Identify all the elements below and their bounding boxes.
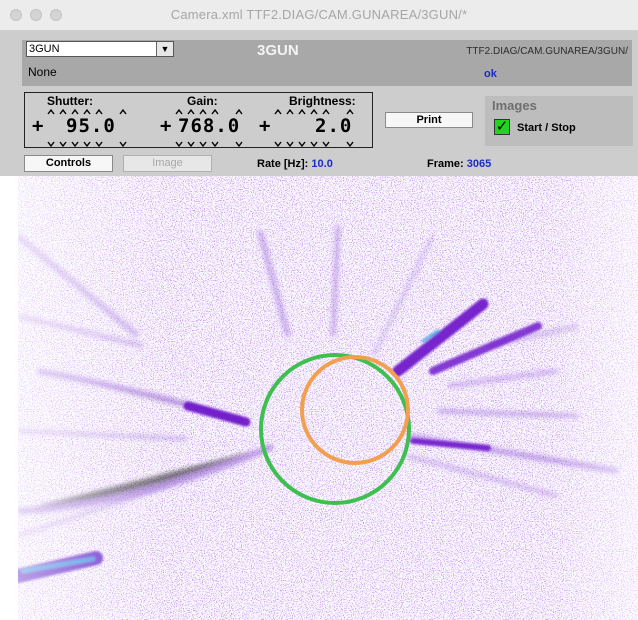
chevron-down-icon[interactable]: ▼ xyxy=(156,42,173,56)
print-button[interactable]: Print xyxy=(385,112,473,128)
camera-select[interactable]: 3GUN ▼ xyxy=(26,41,174,57)
zoom-window-icon[interactable] xyxy=(50,9,62,21)
gain-down-arrows xyxy=(175,141,243,148)
camera-image[interactable] xyxy=(18,176,638,620)
gain-label: Gain: xyxy=(187,94,218,108)
camera-controls-box xyxy=(24,92,373,148)
brightness-up-arrows xyxy=(274,108,354,115)
frame-value: 3065 xyxy=(466,158,492,170)
camera-select-value: 3GUN xyxy=(29,43,60,55)
brightness-label: Brightness: xyxy=(289,94,356,108)
shutter-label: Shutter: xyxy=(47,94,93,108)
frame-label: Frame: xyxy=(427,158,464,170)
start-stop-label: Start / Stop xyxy=(517,122,576,134)
brightness-down-arrows xyxy=(274,141,354,148)
gain-up-arrows xyxy=(175,108,243,115)
green-circle xyxy=(259,353,411,505)
start-stop-checkbox[interactable]: ✓ xyxy=(494,119,510,135)
status-left: None xyxy=(28,65,57,79)
spinner-arrows xyxy=(47,108,354,148)
brightness-increment-icon[interactable]: + xyxy=(259,115,272,137)
window-titlebar: Camera.xml TTF2.DIAG/CAM.GUNAREA/3GUN/* xyxy=(0,0,638,31)
rate-readout: Rate [Hz]: 10.0 xyxy=(257,158,333,170)
checkmark-icon: ✓ xyxy=(495,118,509,135)
gain-value: 768.0 xyxy=(178,115,241,137)
gain-increment-icon[interactable]: + xyxy=(160,115,173,137)
device-path: TTF2.DIAG/CAM.GUNAREA/3GUN/ xyxy=(466,46,628,57)
image-edge-fade xyxy=(18,176,638,620)
close-window-icon[interactable] xyxy=(10,9,22,21)
images-title: Images xyxy=(492,98,537,113)
brightness-value: 2.0 xyxy=(315,115,353,137)
orange-circle xyxy=(300,355,410,465)
shutter-value: 95.0 xyxy=(66,115,116,137)
minimize-window-icon[interactable] xyxy=(30,9,42,21)
rate-label: Rate [Hz]: xyxy=(257,158,309,170)
controls-button[interactable]: Controls xyxy=(24,155,113,172)
rate-value: 10.0 xyxy=(311,158,333,170)
camera-title: 3GUN xyxy=(257,42,299,59)
shutter-increment-icon[interactable]: + xyxy=(32,115,45,137)
window-title: Camera.xml TTF2.DIAG/CAM.GUNAREA/3GUN/* xyxy=(170,7,468,22)
image-button[interactable]: Image xyxy=(123,155,212,172)
shutter-down-arrows xyxy=(47,141,127,148)
shutter-up-arrows xyxy=(47,108,127,115)
status-ok: ok xyxy=(484,68,497,80)
frame-readout: Frame: 3065 xyxy=(427,158,491,170)
